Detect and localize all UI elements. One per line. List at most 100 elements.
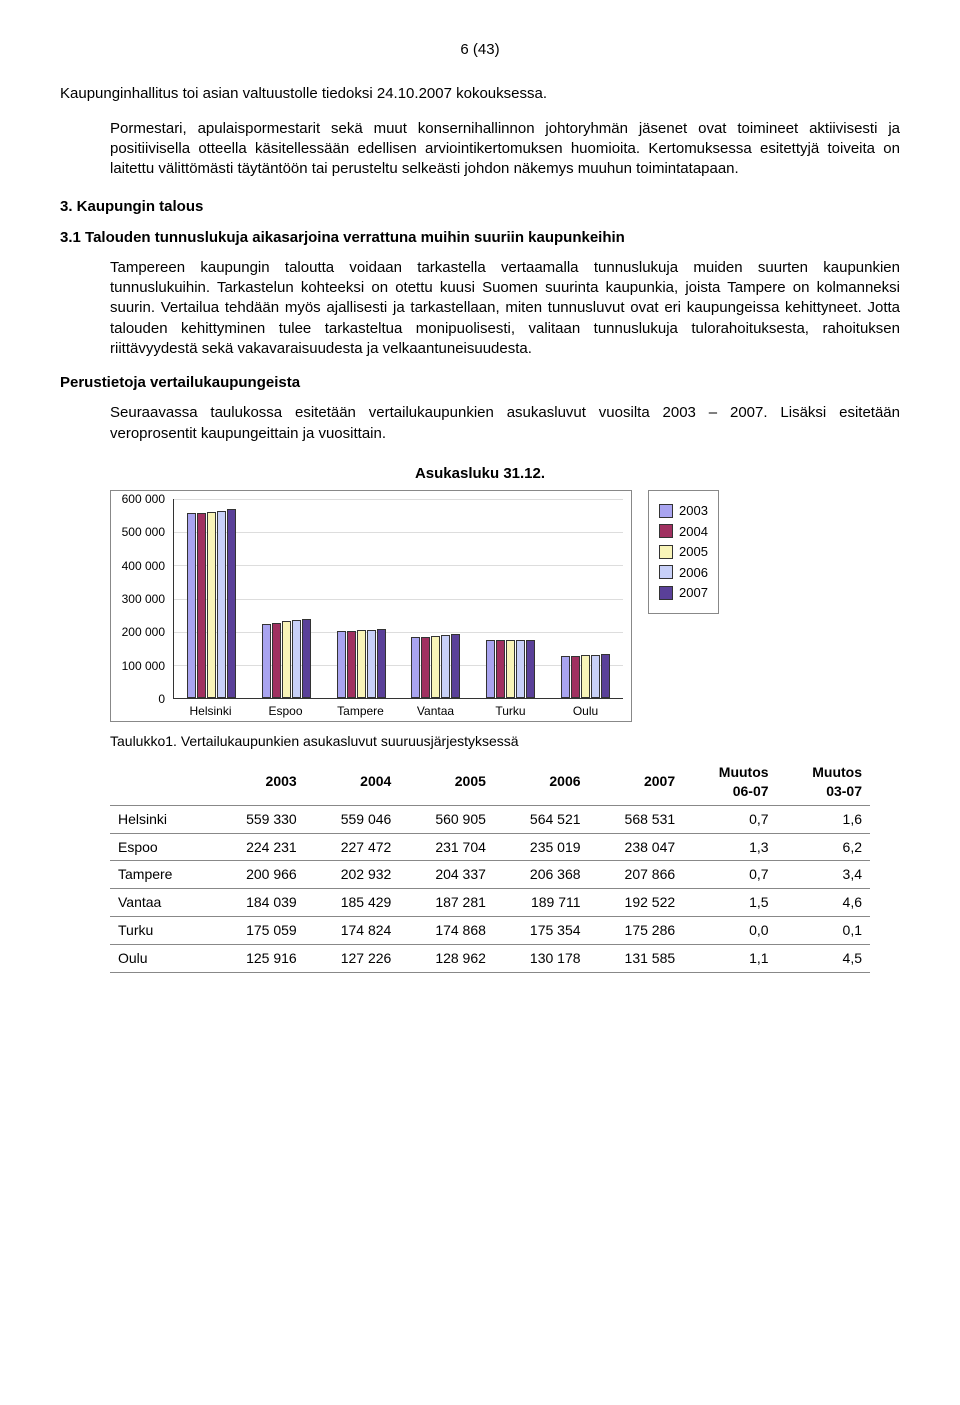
- bar: [486, 640, 495, 698]
- section-3-1-heading: 3.1 Talouden tunnuslukuja aikasarjoina v…: [60, 228, 900, 248]
- bar-group: [548, 499, 623, 698]
- table-row: Helsinki559 330559 046560 905564 521568 …: [110, 805, 870, 833]
- x-axis-label: Tampere: [323, 703, 398, 719]
- table-row: Tampere200 966202 932204 337206 368207 8…: [110, 861, 870, 889]
- table-cell: 185 429: [305, 889, 400, 917]
- page-number: 6 (43): [60, 40, 900, 60]
- table-cell: 204 337: [399, 861, 494, 889]
- x-axis-label: Turku: [473, 703, 548, 719]
- bar: [421, 637, 430, 699]
- table-cell: 559 330: [210, 805, 305, 833]
- y-tick-label: 0: [158, 691, 165, 707]
- bar: [282, 621, 291, 698]
- legend-label: 2004: [679, 523, 708, 541]
- chart-legend: 20032004200520062007: [648, 490, 719, 614]
- bar: [302, 619, 311, 698]
- legend-label: 2006: [679, 564, 708, 582]
- table-cell: 174 824: [305, 917, 400, 945]
- table-cell: Oulu: [110, 945, 210, 973]
- table-header-cell: Muutos06-07: [683, 759, 776, 805]
- table-header-cell: 2003: [210, 759, 305, 805]
- table-cell: Turku: [110, 917, 210, 945]
- table-cell: 227 472: [305, 833, 400, 861]
- bar: [367, 630, 376, 698]
- intro-paragraph: Kaupunginhallitus toi asian valtuustolle…: [60, 84, 900, 104]
- bar: [526, 640, 535, 698]
- quote-paragraph: Pormestari, apulaispormestarit sekä muut…: [110, 119, 900, 180]
- table-cell: 559 046: [305, 805, 400, 833]
- legend-item: 2006: [659, 564, 708, 582]
- table-cell: 131 585: [589, 945, 684, 973]
- table-cell: 568 531: [589, 805, 684, 833]
- table-cell: 0,1: [777, 917, 870, 945]
- table-cell: 130 178: [494, 945, 589, 973]
- table-cell: Helsinki: [110, 805, 210, 833]
- bar: [292, 620, 301, 698]
- bar: [591, 655, 600, 698]
- table-cell: 128 962: [399, 945, 494, 973]
- bar: [451, 634, 460, 698]
- bar: [187, 513, 196, 699]
- legend-swatch: [659, 586, 673, 600]
- table-cell: 1,3: [683, 833, 776, 861]
- table-row: Oulu125 916127 226128 962130 178131 5851…: [110, 945, 870, 973]
- table-cell: 4,6: [777, 889, 870, 917]
- bar: [601, 654, 610, 698]
- table-cell: 202 932: [305, 861, 400, 889]
- table-cell: 175 059: [210, 917, 305, 945]
- table-cell: 235 019: [494, 833, 589, 861]
- table-cell: 206 368: [494, 861, 589, 889]
- legend-label: 2003: [679, 502, 708, 520]
- table-cell: 200 966: [210, 861, 305, 889]
- x-axis-label: Espoo: [248, 703, 323, 719]
- population-table: 20032004200520062007Muutos06-07Muutos03-…: [110, 759, 870, 973]
- legend-item: 2004: [659, 523, 708, 541]
- table-header-cell: 2007: [589, 759, 684, 805]
- bar-group: [473, 499, 548, 698]
- table-cell: 224 231: [210, 833, 305, 861]
- table-row: Espoo224 231227 472231 704235 019238 047…: [110, 833, 870, 861]
- bar: [441, 635, 450, 698]
- y-tick-label: 200 000: [122, 624, 165, 640]
- table-cell: 207 866: [589, 861, 684, 889]
- table-cell: Vantaa: [110, 889, 210, 917]
- x-axis-label: Helsinki: [173, 703, 248, 719]
- bar: [217, 511, 226, 698]
- table-cell: Tampere: [110, 861, 210, 889]
- y-tick-label: 400 000: [122, 558, 165, 574]
- section-3-heading: 3. Kaupungin talous: [60, 197, 900, 217]
- table-cell: 184 039: [210, 889, 305, 917]
- table-header-cell: [110, 759, 210, 805]
- legend-item: 2003: [659, 502, 708, 520]
- table-caption: Taulukko1. Vertailukaupunkien asukasluvu…: [110, 732, 850, 751]
- table-cell: 1,1: [683, 945, 776, 973]
- table-header-cell: 2005: [399, 759, 494, 805]
- legend-swatch: [659, 545, 673, 559]
- bar: [561, 656, 570, 698]
- legend-swatch: [659, 524, 673, 538]
- bar: [516, 640, 525, 698]
- legend-item: 2007: [659, 584, 708, 602]
- table-cell: 231 704: [399, 833, 494, 861]
- table-cell: 0,7: [683, 861, 776, 889]
- subheading-perustietoja: Perustietoja vertailukaupungeista: [60, 373, 900, 393]
- table-cell: 0,0: [683, 917, 776, 945]
- body-paragraph-1: Tampereen kaupungin taloutta voidaan tar…: [110, 258, 900, 359]
- bar: [347, 631, 356, 698]
- table-row: Turku175 059174 824174 868175 354175 286…: [110, 917, 870, 945]
- table-cell: 192 522: [589, 889, 684, 917]
- bar: [411, 637, 420, 698]
- x-axis-label: Oulu: [548, 703, 623, 719]
- table-cell: Espoo: [110, 833, 210, 861]
- bar: [227, 509, 236, 698]
- bar: [207, 512, 216, 698]
- legend-label: 2007: [679, 584, 708, 602]
- table-cell: 187 281: [399, 889, 494, 917]
- bar: [377, 629, 386, 698]
- y-tick-label: 100 000: [122, 658, 165, 674]
- y-tick-label: 500 000: [122, 524, 165, 540]
- bar: [262, 624, 271, 698]
- table-row: Vantaa184 039185 429187 281189 711192 52…: [110, 889, 870, 917]
- x-axis-label: Vantaa: [398, 703, 473, 719]
- bar: [496, 640, 505, 698]
